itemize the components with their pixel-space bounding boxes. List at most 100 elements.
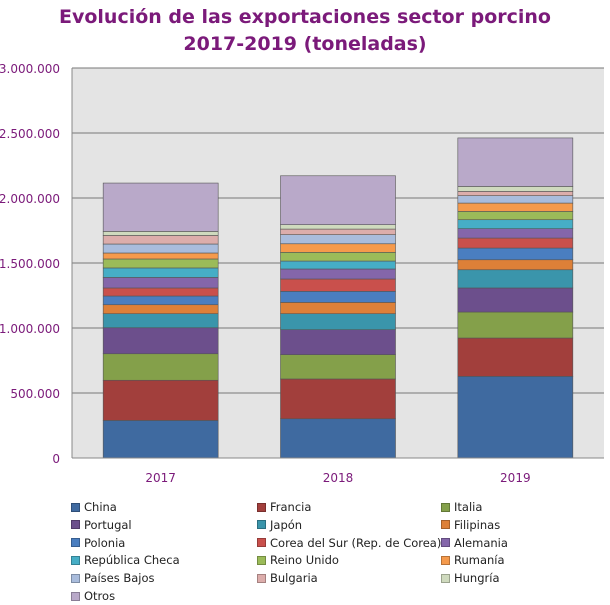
y-tick-label: 3.000.000 [0,62,60,76]
legend-item: Países Bajos [71,569,155,587]
bar-segment: Francia 2018: 306000 [280,378,396,420]
legend-label: Italia [454,500,483,514]
legend-label: Japón [270,517,303,532]
legend-item: Alemania [441,534,508,552]
legend-label: Reino Unido [270,553,339,568]
bar-segment: Reino Unido 2018: 67000 [280,252,396,262]
legend-swatch [71,591,80,601]
legend-item: Bulgaria [257,569,318,587]
legend-label: Alemania [454,535,508,550]
x-tick-label: 2019 [500,471,531,485]
legend-item: Italia [441,498,482,516]
bar-segment: Polonia 2017: 67000 [102,295,219,306]
bar-segment: República Checa 2019: 69000 [457,219,574,229]
bar-segment: Corea del Sur (Rep. de Corea) 2019: 7700… [457,237,574,249]
bar-segment: Otros 2018: 376000 [280,175,396,225]
bar-segment: Polonia 2019: 90000 [457,247,574,261]
bar-segment: Países Bajos 2018: 70000 [280,234,396,245]
bar-segment: Filipinas 2018: 87000 [280,302,396,315]
bar-segment: Polonia 2018: 85000 [280,291,396,303]
legend-swatch [257,538,266,548]
chart-title-line-1: Evolución de las exportaciones sector po… [59,6,551,28]
bar-segment: China 2018: 302000 [280,418,396,459]
bar-segment: Japón 2019: 140000 [457,269,574,289]
bar-segment: Portugal 2017: 200000 [102,327,219,355]
legend-label: República Checa [84,553,180,568]
bar-segment: China 2017: 289000 [102,420,219,459]
y-tick-label: 2.000.000 [0,192,60,206]
legend-item: Japón [257,516,302,534]
bar-segment: Reino Unido 2019: 64000 [457,211,574,221]
legend-item: Rumanía [441,551,505,569]
bar-segment: Italia 2019: 200000 [457,311,574,339]
bar-segment: China 2019: 628000 [457,376,574,459]
bar-stack-2018: China 2018: 302000Francia 2018: 306000It… [280,175,396,459]
legend-swatch [71,520,80,530]
legend-label: Hungría [454,571,500,586]
bar-stack-2017: China 2017: 289000Francia 2017: 309000It… [102,182,219,459]
legend-swatch [441,520,450,530]
x-axis: 2017 2018 2019 [72,457,604,485]
bar-segment: Bulgaria 2017: 66000 [102,235,219,245]
stacked-bar-chart: 0 500.000 1.000.000 1.500.000 2.000.000 2.500… [0,62,604,485]
bar-segment: Rumanía 2018: 66000 [280,243,396,253]
bar-segment: Rumanía 2017: 46000 [102,252,219,260]
legend-swatch [71,502,80,512]
y-tick-label: 1.500.000 [0,257,60,271]
bar-segment: Reino Unido 2017: 69000 [102,258,219,269]
bar-segment: Filipinas 2017: 69000 [102,304,219,315]
bar-segment: Alemania 2017: 81000 [102,277,219,289]
legend-swatch [441,538,450,548]
legend-swatch [71,573,80,583]
y-tick-label: 1.000.000 [0,322,60,336]
legend-label: Bulgaria [270,571,318,586]
legend-swatch [71,555,80,565]
legend-swatch [441,555,450,565]
legend-item: Hungría [441,569,500,587]
legend-label: Polonia [84,535,126,550]
bars: China 2017: 289000Francia 2017: 309000It… [102,137,574,459]
bar-segment: Otros 2019: 373000 [457,137,574,187]
bar-segment: Italia 2017: 204000 [102,353,219,381]
legend-swatch [441,573,450,583]
legend-item: Otros [71,587,115,605]
bar-segment: República Checa 2018: 61000 [280,260,396,270]
bar-segment: Alemania 2018: 77000 [280,268,396,280]
bar-segment: Hungría 2018: 34000 [280,224,396,230]
bar-segment: Bulgaria 2018: 43000 [280,228,396,235]
bar-segment: Bulgaria 2019: 33000 [457,191,574,196]
legend-swatch [441,502,450,512]
legend-item: China [71,498,117,516]
y-tick-label: 500.000 [10,387,60,401]
legend-label: Francia [270,500,312,514]
legend-item: República Checa [71,551,180,569]
legend-item: Francia [257,498,311,516]
bar-segment: Alemania 2019: 72000 [457,228,574,239]
legend-item: Polonia [71,534,125,552]
legend-item: Filipinas [441,516,500,534]
bar-segment: Corea del Sur (Rep. de Corea) 2017: 6200… [102,287,219,297]
chart-title-line-2: 2017-2019 (toneladas) [183,33,427,55]
bar-segment: República Checa 2017: 73000 [102,267,219,278]
bar-segment: Japón 2017: 108000 [102,313,219,329]
legend-swatch [257,502,266,512]
bar-segment: Italia 2018: 187000 [280,354,396,380]
legend-item: Reino Unido [257,551,339,569]
y-tick-label: 2.500.000 [0,127,60,141]
legend-swatch [257,520,266,530]
bar-segment: Rumanía 2019: 64000 [457,202,574,212]
legend-label: Países Bajos [84,571,155,586]
bar-segment: Corea del Sur (Rep. de Corea) 2018: 9500… [280,278,396,292]
bar-segment: Hungría 2017: 31000 [102,231,219,236]
legend-label: Rumanía [454,553,505,568]
legend-swatch [257,555,266,565]
legend-label: Filipinas [454,517,501,532]
bar-segment: Francia 2017: 309000 [102,379,219,421]
legend-label: China [84,500,117,514]
legend-label: Corea del Sur (Rep. de Corea) [270,535,442,550]
x-tick-label: 2017 [145,471,176,485]
bar-segment: Países Bajos 2017: 69000 [102,243,219,254]
bar-segment: Filipinas 2019: 77000 [457,259,574,271]
x-tick-label: 2018 [323,471,354,485]
legend-item: Portugal [71,516,132,534]
